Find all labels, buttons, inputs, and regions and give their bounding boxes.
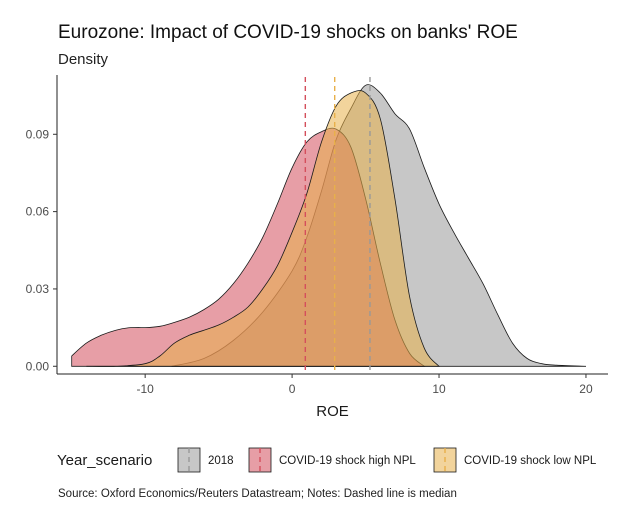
- legend-label-2: COVID-19 shock low NPL: [464, 455, 597, 467]
- x-tick-label: 20: [579, 382, 593, 396]
- legend-item-0: 2018: [177, 447, 234, 473]
- y-tick-label: 0.00: [26, 359, 50, 373]
- density-area-2: [86, 90, 440, 367]
- legend-title: Year_scenario: [57, 452, 152, 469]
- legend-label-1: COVID-19 shock high NPL: [279, 455, 416, 467]
- source-note: Source: Oxford Economics/Reuters Datastr…: [58, 488, 457, 500]
- x-tick-label: 10: [432, 382, 446, 396]
- legend-label-0: 2018: [208, 455, 234, 467]
- y-tick-label: 0.09: [26, 127, 50, 141]
- legend-item-1: COVID-19 shock high NPL: [248, 447, 416, 473]
- chart-title: Eurozone: Impact of COVID-19 shocks on b…: [58, 22, 518, 43]
- x-tick-label: 0: [289, 382, 296, 396]
- chart-subtitle: Density: [58, 51, 109, 68]
- y-tick-label: 0.06: [26, 205, 50, 219]
- legend-item-2: COVID-19 shock low NPL: [433, 447, 597, 473]
- x-tick-label: -10: [136, 382, 154, 396]
- y-tick-label: 0.03: [26, 282, 50, 296]
- x-axis-title: ROE: [316, 403, 349, 420]
